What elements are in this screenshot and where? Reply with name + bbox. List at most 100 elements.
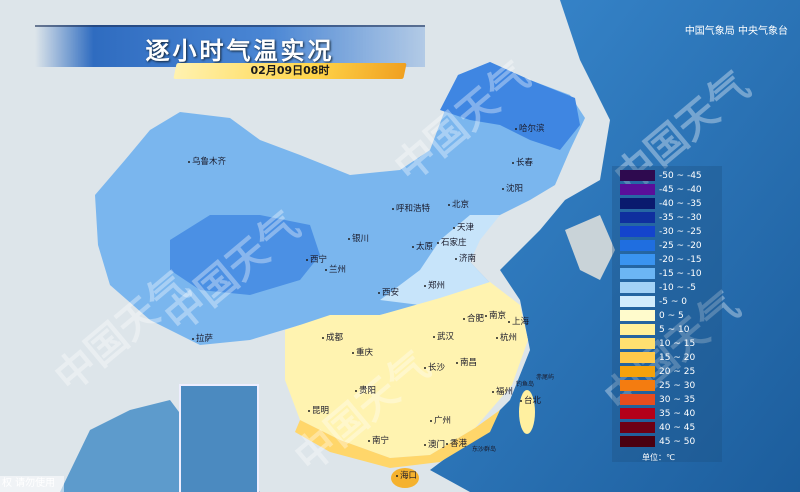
city-label: 合肥 xyxy=(463,312,484,324)
city-label: 昆明 xyxy=(308,404,329,416)
legend-unit: 单位：℃ xyxy=(642,453,675,462)
city-label: 成都 xyxy=(322,331,343,343)
legend-swatch xyxy=(620,240,655,251)
city-label: 哈尔滨 xyxy=(515,122,545,134)
taiwan xyxy=(519,390,535,434)
legend-label: -25 ~ -20 xyxy=(659,240,702,251)
legend-item: 5 ~ 10 xyxy=(620,324,689,335)
title-banner: 逐小时气温实况 xyxy=(35,25,425,67)
legend-swatch xyxy=(620,380,655,391)
island-label: 赤尾屿 xyxy=(536,374,555,381)
city-label: 长沙 xyxy=(424,361,445,373)
legend-item: -20 ~ -15 xyxy=(620,254,702,265)
city-label: 南昌 xyxy=(456,356,477,368)
legend-label: -35 ~ -30 xyxy=(659,212,702,223)
city-label: 天津 xyxy=(453,221,474,233)
city-label: 南宁 xyxy=(368,434,389,446)
observation-time: 02月09日08时 xyxy=(250,64,330,77)
legend-item: 35 ~ 40 xyxy=(620,408,695,419)
legend-swatch xyxy=(620,268,655,279)
legend-swatch xyxy=(620,226,655,237)
legend-swatch xyxy=(620,282,655,293)
legend-item: 20 ~ 25 xyxy=(620,366,695,377)
city-label: 拉萨 xyxy=(192,332,213,344)
legend-swatch xyxy=(620,310,655,321)
legend-label: -40 ~ -35 xyxy=(659,198,702,209)
legend-label: 30 ~ 35 xyxy=(659,394,696,405)
city-label: 福州 xyxy=(492,385,513,397)
legend-label: 25 ~ 30 xyxy=(659,380,696,391)
legend-swatch xyxy=(620,352,655,363)
city-label: 南京 xyxy=(485,309,506,321)
legend-item: 10 ~ 15 xyxy=(620,338,695,349)
legend-label: 45 ~ 50 xyxy=(659,436,696,447)
city-label: 乌鲁木齐 xyxy=(188,155,226,167)
legend-item: -35 ~ -30 xyxy=(620,212,702,223)
northeast-very-cold xyxy=(440,62,580,150)
temperature-legend: 单位：℃ -50 ~ -45 -45 ~ -40 -40 ~ -35 -35 ~ -3… xyxy=(612,166,722,462)
city-label: 沈阳 xyxy=(502,182,523,194)
city-label: 呼和浩特 xyxy=(392,202,430,214)
legend-item: -5 ~ 0 xyxy=(620,296,687,307)
legend-label: 20 ~ 25 xyxy=(659,366,696,377)
legend-label: -50 ~ -45 xyxy=(659,170,702,181)
korea-japan-land xyxy=(565,215,615,280)
legend-label: -45 ~ -40 xyxy=(659,184,702,195)
legend-label: 5 ~ 10 xyxy=(659,324,690,335)
city-label: 贵阳 xyxy=(355,384,376,396)
city-label: 杭州 xyxy=(496,331,517,343)
city-label: 银川 xyxy=(348,232,369,244)
legend-label: 10 ~ 15 xyxy=(659,338,696,349)
legend-item: -45 ~ -40 xyxy=(620,184,702,195)
city-label: 台北 xyxy=(520,394,541,406)
south-coast-warm xyxy=(295,410,500,468)
legend-label: 40 ~ 45 xyxy=(659,422,696,433)
city-label: 广州 xyxy=(430,414,451,426)
legend-swatch xyxy=(620,394,655,405)
city-label: 澳门 xyxy=(424,438,445,450)
city-label: 重庆 xyxy=(352,346,373,358)
legend-swatch xyxy=(620,184,655,195)
legend-swatch xyxy=(620,422,655,433)
legend-label: 0 ~ 5 xyxy=(659,310,684,321)
legend-item: 25 ~ 30 xyxy=(620,380,695,391)
legend-label: -30 ~ -25 xyxy=(659,226,702,237)
legend-swatch xyxy=(620,324,655,335)
legend-item: -50 ~ -45 xyxy=(620,170,702,181)
city-label: 西安 xyxy=(378,286,399,298)
legend-item: -30 ~ -25 xyxy=(620,226,702,237)
city-label: 长春 xyxy=(512,156,533,168)
legend-item: 30 ~ 35 xyxy=(620,394,695,405)
legend-swatch xyxy=(620,254,655,265)
legend-item: -15 ~ -10 xyxy=(620,268,702,279)
city-label: 香港 xyxy=(446,437,467,449)
legend-label: 35 ~ 40 xyxy=(659,408,696,419)
legend-swatch xyxy=(620,408,655,419)
island-label: 钓鱼岛 xyxy=(516,381,535,388)
city-label: 西宁 xyxy=(306,253,327,265)
city-label: 海口 xyxy=(396,469,417,481)
north-plain-mild xyxy=(380,215,500,305)
legend-item: -40 ~ -35 xyxy=(620,198,702,209)
legend-swatch xyxy=(620,198,655,209)
legend-item: -10 ~ -5 xyxy=(620,282,696,293)
legend-item: 45 ~ 50 xyxy=(620,436,695,447)
legend-item: 0 ~ 5 xyxy=(620,310,684,321)
city-label: 郑州 xyxy=(424,279,445,291)
island-label: 东沙群岛 xyxy=(472,446,497,453)
page-title: 逐小时气温实况 xyxy=(145,37,335,65)
city-label: 太原 xyxy=(412,240,433,252)
city-label: 兰州 xyxy=(325,263,346,275)
legend-label: -5 ~ 0 xyxy=(659,296,687,307)
legend-label: -20 ~ -15 xyxy=(659,254,702,265)
legend-item: 40 ~ 45 xyxy=(620,422,695,433)
legend-label: -10 ~ -5 xyxy=(659,282,696,293)
hainan xyxy=(391,468,419,488)
legend-swatch xyxy=(620,296,655,307)
agency-credit: 中国气象局 中央气象台 xyxy=(684,26,788,37)
copyright-notice: 权 请勿使用 xyxy=(0,476,64,492)
legend-swatch xyxy=(620,338,655,349)
city-label: 济南 xyxy=(455,252,476,264)
